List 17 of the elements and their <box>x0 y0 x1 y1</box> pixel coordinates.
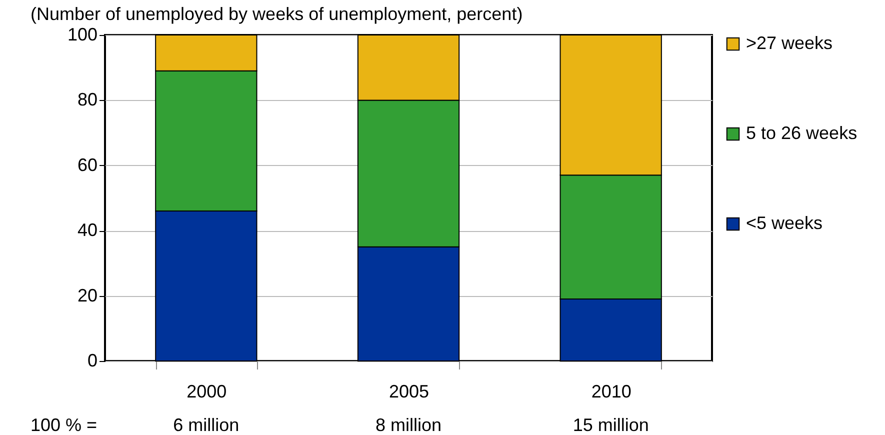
legend-label: >27 weeks <box>746 33 833 53</box>
y-tick-label: 80 <box>77 90 98 110</box>
legend-label: <5 weeks <box>746 213 823 233</box>
y-tick-label: 60 <box>77 154 98 175</box>
legend-label: 5 to 26 weeks <box>746 123 858 143</box>
y-tick-label: 0 <box>87 350 98 370</box>
text: 6 million <box>173 415 240 435</box>
y-tick-label: 20 <box>77 285 98 306</box>
text: 15 million <box>572 415 649 435</box>
y-tick-label: 40 <box>77 220 98 240</box>
x-tick-label: 2010 <box>591 382 632 402</box>
y-tick-label: 100 <box>67 24 98 44</box>
text: 100 % = <box>30 415 97 435</box>
x-tick-label: 2005 <box>388 382 430 402</box>
text: 8 million <box>375 415 442 435</box>
x-tick-label: 2000 <box>186 382 227 402</box>
chart-title: (Number of unemployed by weeks of unemployment, percent) <box>30 4 523 24</box>
